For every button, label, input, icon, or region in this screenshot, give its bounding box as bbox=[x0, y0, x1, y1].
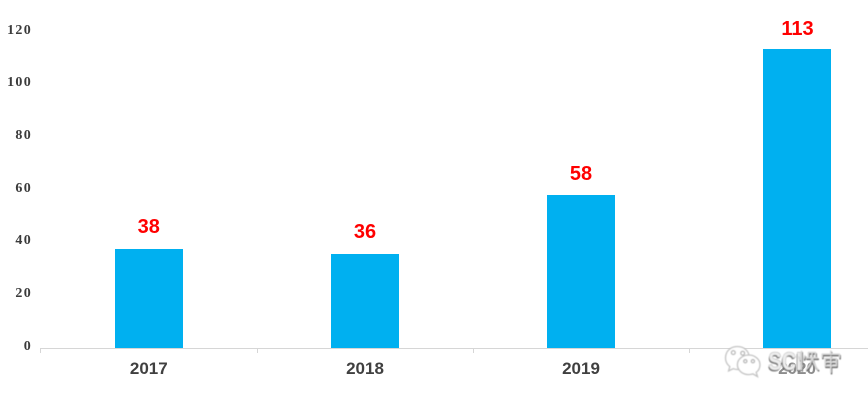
svg-text:SCI: SCI bbox=[768, 348, 801, 376]
svg-text:SCI: SCI bbox=[768, 349, 801, 377]
